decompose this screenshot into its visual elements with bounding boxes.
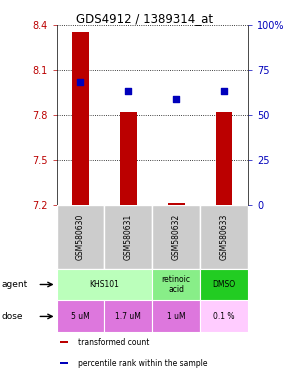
- Text: GSM580631: GSM580631: [124, 214, 133, 260]
- Bar: [216, 112, 232, 205]
- Point: [222, 88, 226, 94]
- Bar: [60, 362, 68, 364]
- Bar: [168, 203, 184, 205]
- Text: DMSO: DMSO: [213, 280, 235, 289]
- Text: agent: agent: [1, 280, 28, 289]
- Point: [78, 79, 83, 86]
- Text: GSM580630: GSM580630: [76, 214, 85, 260]
- Bar: [57, 300, 104, 333]
- Bar: [200, 268, 248, 300]
- Bar: [72, 32, 89, 205]
- Bar: [152, 268, 200, 300]
- Text: retinoic
acid: retinoic acid: [162, 275, 191, 294]
- Text: 5 uM: 5 uM: [71, 312, 90, 321]
- Bar: [57, 268, 152, 300]
- Bar: [152, 205, 200, 268]
- Point: [174, 96, 178, 102]
- Bar: [60, 341, 68, 343]
- Bar: [57, 205, 104, 268]
- Text: GSM580632: GSM580632: [172, 214, 181, 260]
- Text: transformed count: transformed count: [78, 338, 149, 347]
- Bar: [104, 300, 152, 333]
- Bar: [104, 205, 152, 268]
- Point: [126, 88, 130, 94]
- Text: GSM580633: GSM580633: [220, 214, 229, 260]
- Text: 1 uM: 1 uM: [167, 312, 186, 321]
- Text: KHS101: KHS101: [89, 280, 119, 289]
- Bar: [152, 300, 200, 333]
- Bar: [200, 205, 248, 268]
- Text: percentile rank within the sample: percentile rank within the sample: [78, 359, 207, 367]
- Bar: [200, 300, 248, 333]
- Text: dose: dose: [1, 312, 23, 321]
- Bar: [120, 112, 137, 205]
- Text: GDS4912 / 1389314_at: GDS4912 / 1389314_at: [77, 12, 213, 25]
- Text: 0.1 %: 0.1 %: [213, 312, 235, 321]
- Text: 1.7 uM: 1.7 uM: [115, 312, 141, 321]
